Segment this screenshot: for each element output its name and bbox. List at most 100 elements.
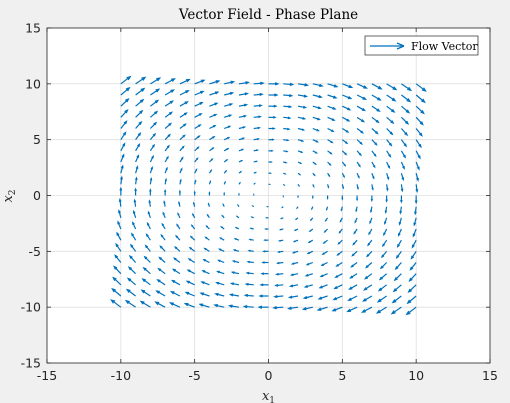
quiver-arrow (142, 266, 151, 275)
quiver-arrow (415, 161, 420, 171)
quiver-arrow (164, 78, 176, 85)
quiver-arrow (120, 142, 126, 152)
quiver-arrow (371, 105, 381, 113)
quiver-arrow (150, 88, 161, 96)
quiver-arrow (215, 281, 225, 286)
quiver-arrow (412, 228, 417, 238)
quiver-arrow (134, 187, 137, 196)
quiver-arrow (194, 90, 205, 96)
quiver-arrow (281, 206, 284, 209)
quiver-arrow (116, 231, 122, 241)
quiver-arrow (297, 83, 310, 87)
quiver-arrow (139, 300, 151, 308)
quiver-arrow (352, 239, 358, 246)
quiver-arrow (135, 165, 139, 174)
quiver-arrow (276, 261, 284, 265)
quiver-arrow (407, 284, 417, 294)
quiver-arrow (386, 105, 396, 113)
quiver-arrow (149, 110, 159, 118)
quiver-arrow (317, 295, 328, 300)
quiver-arrow (415, 184, 419, 194)
quiver-arrow (405, 306, 417, 316)
quiver-arrow (303, 284, 313, 288)
quiver-arrow (292, 239, 299, 243)
quiver-arrow (114, 254, 122, 263)
quiver-arrow (415, 105, 425, 115)
quiver-arrow (163, 200, 166, 207)
quiver-arrow (161, 222, 166, 230)
quiver-arrow (356, 172, 360, 179)
quiver-arrow (230, 271, 240, 275)
quiver-arrow (200, 281, 210, 286)
quiver-arrow (253, 171, 258, 174)
quiver-arrow (128, 254, 137, 263)
quiver-arrow (283, 139, 290, 142)
quiver-arrow (337, 239, 343, 245)
quiver-arrow (356, 83, 368, 89)
quiver-arrow (253, 81, 265, 86)
quiver-arrow (149, 177, 153, 185)
quiver-arrow (319, 273, 328, 278)
quiver-arrow (146, 221, 151, 230)
quiver-arrow (305, 261, 314, 266)
quiver-arrow (149, 132, 157, 141)
quiver-arrow (386, 94, 397, 102)
quiver-arrow (289, 273, 299, 277)
quiver-arrow (238, 181, 241, 185)
quiver-arrow (401, 105, 411, 114)
quiver-arrow (209, 113, 218, 118)
quiver-arrow (261, 261, 269, 264)
quiver-arrow (164, 166, 168, 174)
quiver-arrow (179, 90, 190, 96)
quiver-arrow (399, 206, 403, 215)
quiver-arrow (283, 82, 295, 87)
quiver-arrow (297, 139, 305, 142)
quiver-arrow (134, 176, 138, 185)
quiver-arrow (400, 184, 404, 193)
quiver-arrow (367, 239, 373, 247)
quiver-arrow (179, 112, 188, 118)
quiver-arrow (179, 123, 187, 129)
quiver-arrow (216, 270, 225, 275)
quiver-arrow (297, 161, 303, 165)
quiver-arrow (349, 273, 358, 279)
quiver-arrow (414, 206, 417, 216)
quiver-arrow (164, 122, 172, 129)
quiver-arrow (129, 243, 137, 252)
quiver-arrow (238, 81, 250, 85)
quiver-arrow (141, 278, 151, 286)
quiver-arrow (171, 268, 181, 275)
quiver-arrow (371, 172, 375, 180)
quiver-arrow (172, 257, 181, 263)
quiver-arrow (143, 255, 151, 263)
quiver-arrow (221, 214, 225, 219)
quiver-arrow (312, 172, 316, 177)
quiver-arrow (238, 114, 248, 118)
quiver-arrow (283, 172, 287, 175)
quiver-arrow (386, 116, 395, 125)
quiver-arrow (223, 147, 230, 152)
quiver-arrow (164, 111, 174, 118)
legend-label: Flow Vector (411, 40, 478, 53)
quiver-arrow (363, 284, 373, 291)
quiver-arrow (194, 101, 204, 107)
quiver-arrow (287, 306, 299, 310)
quiver-arrow (158, 256, 166, 263)
quiver-arrow (113, 265, 122, 275)
quiver-arrow (323, 228, 328, 233)
quiver-arrow (415, 94, 426, 104)
quiver-arrow (242, 304, 254, 309)
quiver-arrow (335, 261, 343, 267)
quiver-arrow (199, 292, 210, 297)
quiver-arrow (370, 206, 373, 214)
quiver-arrow (118, 209, 122, 218)
quiver-arrow (355, 206, 358, 213)
quiver-arrow (268, 115, 277, 119)
quiver-arrow (183, 302, 195, 308)
quiver-arrow (390, 306, 402, 315)
quiver-arrow (301, 306, 313, 311)
quiver-arrow (327, 150, 333, 155)
quiver-arrow (164, 177, 167, 185)
quiver-arrow (293, 228, 299, 232)
quiver-arrow (154, 301, 166, 308)
